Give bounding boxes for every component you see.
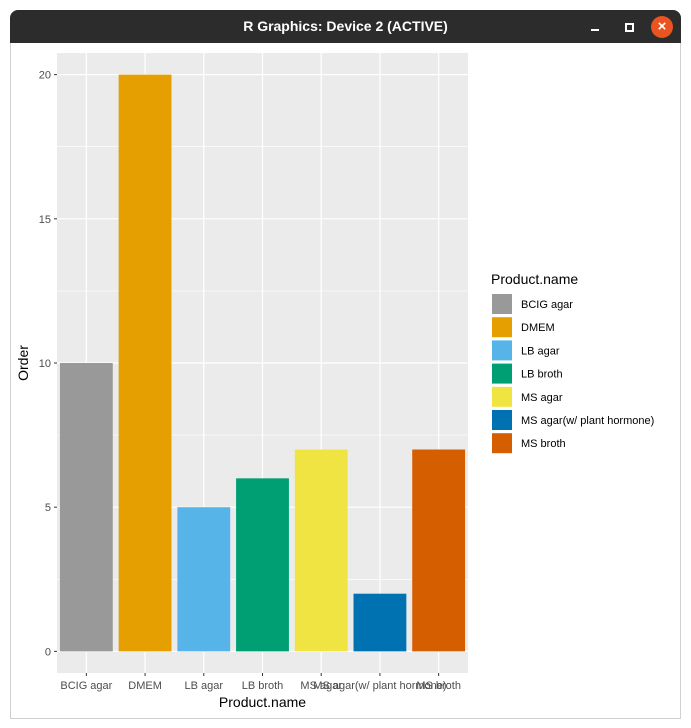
legend-key <box>492 410 512 430</box>
bar-bcig-agar <box>59 363 113 652</box>
legend-title: Product.name <box>491 271 578 287</box>
x-tick-label: DMEM <box>128 680 162 692</box>
close-button[interactable]: × <box>651 16 673 38</box>
minimize-icon <box>591 29 599 31</box>
legend-key <box>492 340 512 361</box>
maximize-button[interactable] <box>618 16 640 38</box>
bar-lb-broth <box>236 478 289 652</box>
y-tick-label: 15 <box>39 214 51 226</box>
plot-area-frame <box>10 43 681 719</box>
bar-ms-agar-w-plant-hormone- <box>353 593 407 652</box>
minimize-button[interactable] <box>584 16 606 38</box>
close-icon: × <box>657 18 667 35</box>
title-bar[interactable]: R Graphics: Device 2 (ACTIVE) × <box>10 10 681 43</box>
legend-key <box>492 317 512 338</box>
legend-key <box>492 386 512 407</box>
bar-ms-agar <box>294 449 348 652</box>
x-axis-title: Product.name <box>219 694 306 710</box>
legend-label: BCIG agar <box>521 299 573 311</box>
legend-label: LB agar <box>521 345 560 357</box>
window-title: R Graphics: Device 2 (ACTIVE) <box>243 18 448 34</box>
y-axis-title: Order <box>15 345 31 381</box>
legend-label: DMEM <box>521 322 555 334</box>
bar-ms-broth <box>412 449 466 652</box>
legend-label: MS agar(w/ plant hormone) <box>521 415 654 427</box>
legend-key <box>492 363 512 384</box>
y-tick-label: 10 <box>39 358 51 370</box>
legend-label: LB broth <box>521 369 563 381</box>
legend-key <box>492 433 512 454</box>
x-tick-label: MS agar <box>300 680 342 692</box>
legend-key <box>492 294 512 314</box>
y-tick-label: 20 <box>39 70 51 82</box>
x-tick-label: LB broth <box>242 680 284 692</box>
x-tick-label: MS agar(w/ plant hormone) <box>313 680 446 692</box>
legend-label: MS broth <box>521 438 566 450</box>
x-tick-label: LB agar <box>185 680 224 692</box>
y-tick-label: 5 <box>45 502 51 514</box>
x-tick-label: BCIG agar <box>60 680 112 692</box>
maximize-icon <box>625 23 634 32</box>
bar-lb-agar <box>177 507 231 652</box>
legend-label: MS agar <box>521 392 563 404</box>
x-tick-label: MS broth <box>416 680 461 692</box>
y-tick-label: 0 <box>45 646 51 658</box>
bar-dmem <box>118 74 172 652</box>
